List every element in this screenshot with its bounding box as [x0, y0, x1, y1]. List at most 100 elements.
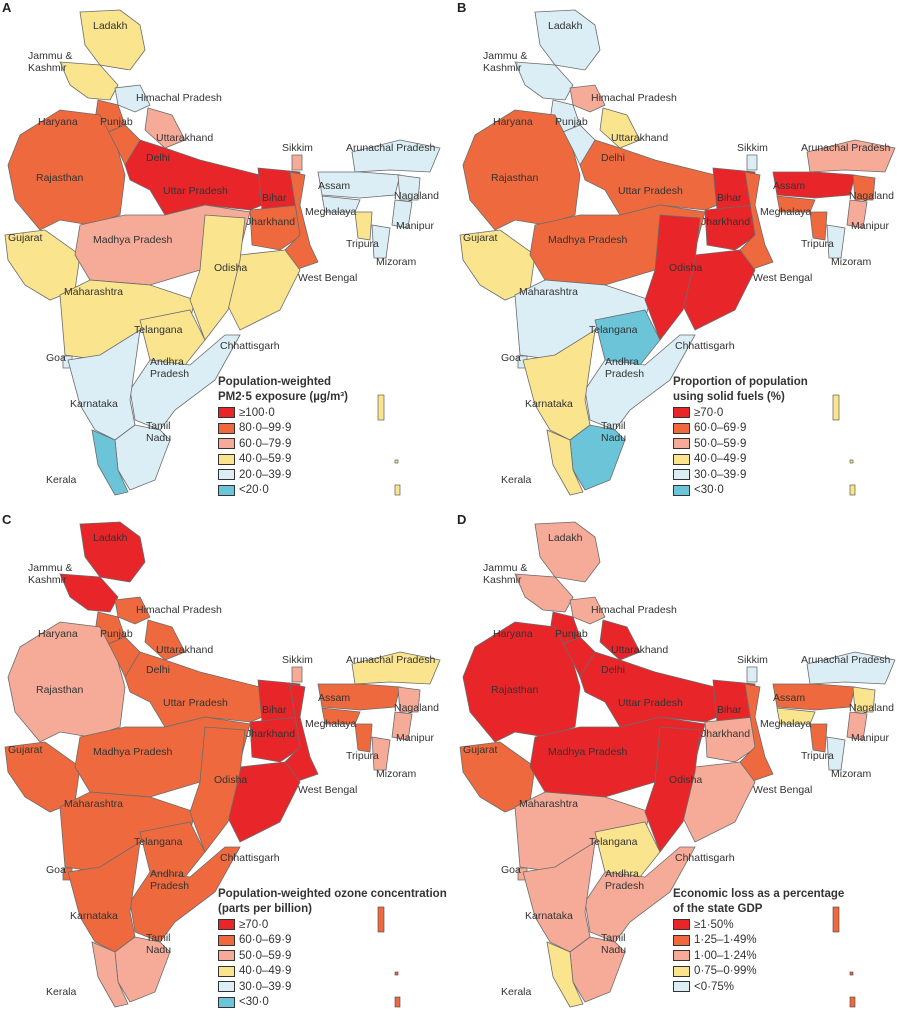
state-kerala	[91, 941, 129, 1008]
state-label: Meghalaya	[305, 718, 357, 730]
state-label: Rajasthan	[36, 172, 84, 184]
state-label: Madhya Pradesh	[548, 234, 628, 246]
state-label: West Bengal	[753, 272, 813, 284]
legend-label: ≥1·50%	[694, 918, 734, 931]
state-uttarakhand	[599, 619, 641, 661]
panel-letter: D	[457, 512, 467, 527]
state-label: Goa	[501, 352, 521, 364]
state-nagaland	[397, 686, 421, 713]
state-label: Manipur	[396, 220, 434, 232]
island-group	[849, 971, 854, 976]
state-ladakh	[534, 521, 601, 583]
legend-swatch	[673, 422, 690, 434]
legend-swatch	[218, 981, 235, 993]
island-group	[377, 906, 385, 933]
state-label: Madhya Pradesh	[548, 746, 628, 758]
legend-title: Population-weighted	[218, 376, 332, 388]
legend-item: 50·0–59·9	[673, 436, 808, 452]
state-label: Andhra Pradesh	[605, 868, 645, 892]
state-label: Mizoram	[831, 768, 872, 780]
panel-letter: B	[457, 0, 467, 15]
state-himachal-pradesh	[114, 84, 151, 113]
state-telangana	[594, 309, 661, 366]
state-label: Kerala	[501, 986, 532, 998]
state-label: Jharkhand	[246, 728, 296, 740]
state-label: Bihar	[717, 192, 742, 204]
state-label: Andhra Pradesh	[605, 356, 645, 380]
state-label: Gujarat	[8, 232, 43, 244]
legend-label: ≥100·0	[239, 406, 275, 419]
legend-swatch	[218, 469, 235, 481]
legend-item: ≥70·0	[218, 917, 447, 933]
state-label: Rajasthan	[36, 684, 84, 696]
legend-swatch	[673, 950, 690, 962]
state-label: Sikkim	[282, 142, 313, 154]
state-label: Arunachal Pradesh	[346, 654, 436, 666]
island-group	[394, 459, 399, 464]
legend-swatch	[673, 469, 690, 481]
state-label: Odisha	[214, 262, 248, 274]
state-label: Delhi	[601, 152, 625, 164]
state-label: Arunachal Pradesh	[801, 142, 891, 154]
legend-swatch	[218, 965, 235, 977]
state-west-bengal	[284, 683, 319, 783]
panel-letter: A	[2, 0, 12, 15]
state-label: Madhya Pradesh	[93, 746, 173, 758]
state-uttarakhand	[144, 619, 186, 661]
state-label: Delhi	[146, 664, 170, 676]
legend-label: 30·0–39·9	[694, 468, 747, 481]
state-tamil-nadu	[114, 424, 171, 491]
legend-title: Population-weighted ozone concentration	[218, 888, 447, 900]
map-panel-b: B Ladakh Jammu & Kashmir Himachal Pradesh Pun…	[455, 0, 910, 512]
state-ladakh	[79, 521, 146, 583]
state-label: Goa	[46, 352, 66, 364]
legend-swatch	[673, 484, 690, 496]
state-tamil-nadu	[569, 936, 626, 1003]
state-kerala	[91, 429, 129, 496]
state-label: Telangana	[134, 836, 183, 848]
legend: Population-weighted PM2·5 exposure (µg/m³…	[218, 375, 348, 498]
state-label: Manipur	[851, 220, 889, 232]
state-label: Mizoram	[831, 256, 872, 268]
state-label: Meghalaya	[760, 718, 812, 730]
state-label: Kerala	[501, 474, 532, 486]
legend: Economic loss as a percentage of the stat…	[673, 887, 844, 995]
island-group	[394, 996, 401, 1008]
state-label: Assam	[773, 692, 806, 704]
state-andhra-pradesh	[584, 334, 696, 431]
state-label: Tamil Nadu	[601, 932, 627, 956]
legend-swatch	[673, 981, 690, 993]
state-kerala	[546, 429, 584, 496]
state-uttarakhand	[144, 107, 186, 149]
state-chhattisgarh	[189, 726, 246, 853]
state-label: Mizoram	[376, 768, 417, 780]
state-tamil-nadu	[114, 936, 171, 1003]
island-group	[849, 484, 856, 496]
legend: Population-weighted ozone concentration (…	[218, 887, 447, 1010]
state-himachal-pradesh	[114, 596, 151, 625]
legend-item: <20·0	[218, 483, 348, 499]
legend-label: ≥70·0	[694, 406, 724, 419]
state-andhra-pradesh	[129, 846, 241, 943]
state-label: Goa	[501, 864, 521, 876]
state-label: Jharkhand	[701, 216, 751, 228]
state-label: Kerala	[46, 474, 77, 486]
state-label: Assam	[318, 180, 351, 192]
legend-swatch	[673, 934, 690, 946]
legend-label: 50·0–59·9	[239, 949, 292, 962]
legend-label: 60·0–69·9	[694, 422, 747, 435]
legend-swatch	[673, 919, 690, 931]
state-label: Gujarat	[463, 744, 498, 756]
legend-item: 50·0–59·9	[218, 948, 447, 964]
india-map	[459, 9, 896, 496]
legend-item: ≥1·50%	[673, 917, 844, 933]
state-sikkim	[291, 154, 303, 171]
state-label: Karnataka	[525, 910, 573, 922]
state-nagaland	[852, 686, 876, 713]
state-uttar-pradesh	[579, 651, 731, 728]
state-label: Haryana	[493, 628, 533, 640]
state-label: Punjab	[555, 628, 588, 640]
legend: Proportion of population using solid fuel…	[673, 375, 808, 498]
island-group	[394, 971, 399, 976]
legend-item: 40·0–59·9	[218, 452, 348, 468]
